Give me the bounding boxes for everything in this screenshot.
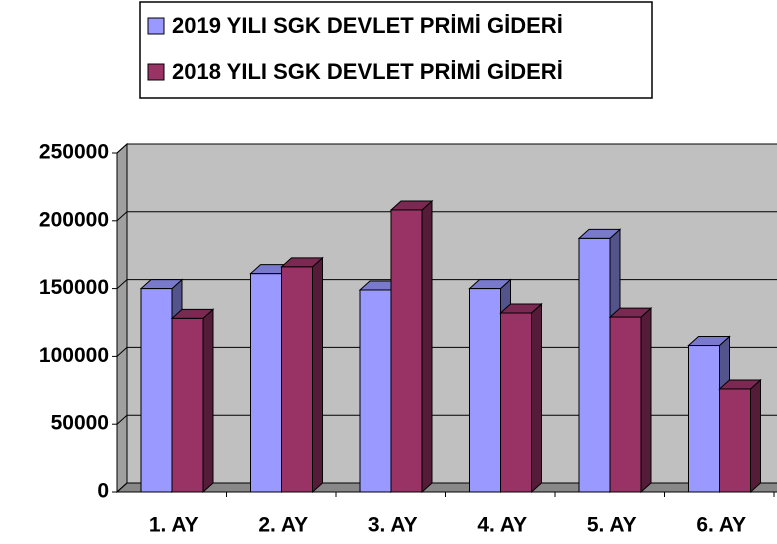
x-tick-label: 1. AY bbox=[149, 514, 199, 537]
grid-line-side bbox=[116, 482, 128, 493]
x-tick-label: 2. AY bbox=[258, 514, 308, 537]
floor bbox=[115, 482, 777, 493]
legend-label: 2019 YILI SGK DEVLET PRİMİ GİDERİ bbox=[172, 13, 563, 38]
bar bbox=[250, 273, 282, 493]
x-tick-label: 6. AY bbox=[696, 514, 746, 537]
bar-side bbox=[750, 378, 761, 494]
grid-line-side bbox=[116, 347, 128, 357]
grid-line-side bbox=[116, 279, 128, 289]
bar bbox=[469, 288, 501, 493]
bar bbox=[140, 288, 173, 493]
y-tick-label: 0 bbox=[97, 480, 109, 503]
bar bbox=[171, 317, 204, 493]
y-tick-label: 250000 bbox=[39, 141, 109, 164]
x-tick-label: 3. AY bbox=[368, 514, 418, 537]
grid-line-side bbox=[116, 211, 128, 222]
y-tick-label: 100000 bbox=[39, 344, 109, 367]
legend-swatch bbox=[147, 17, 165, 35]
bar-side bbox=[421, 199, 433, 494]
bar bbox=[578, 237, 611, 493]
legend-label: 2018 YILI SGK DEVLET PRİMİ GİDERİ bbox=[172, 59, 563, 84]
bar bbox=[719, 388, 751, 493]
y-tick-label: 150000 bbox=[39, 276, 109, 299]
grid-line-side bbox=[116, 143, 128, 154]
bar bbox=[688, 345, 720, 493]
bar bbox=[500, 312, 532, 493]
bar-side bbox=[531, 302, 542, 494]
x-tick-label: 4. AY bbox=[477, 514, 527, 537]
grid-line-side bbox=[116, 414, 128, 425]
side-wall bbox=[116, 142, 128, 494]
bar bbox=[390, 209, 423, 493]
bar-side bbox=[312, 256, 323, 494]
bar-side bbox=[202, 308, 214, 494]
bar bbox=[359, 289, 392, 493]
y-tick-label: 200000 bbox=[39, 208, 109, 231]
bar bbox=[281, 266, 313, 493]
bar bbox=[609, 316, 642, 493]
legend-box bbox=[139, 1, 653, 99]
back-wall bbox=[126, 143, 777, 484]
bar-side bbox=[640, 306, 652, 494]
x-tick-label: 5. AY bbox=[587, 514, 637, 537]
legend-swatch bbox=[147, 63, 165, 81]
y-tick-label: 50000 bbox=[51, 412, 109, 435]
